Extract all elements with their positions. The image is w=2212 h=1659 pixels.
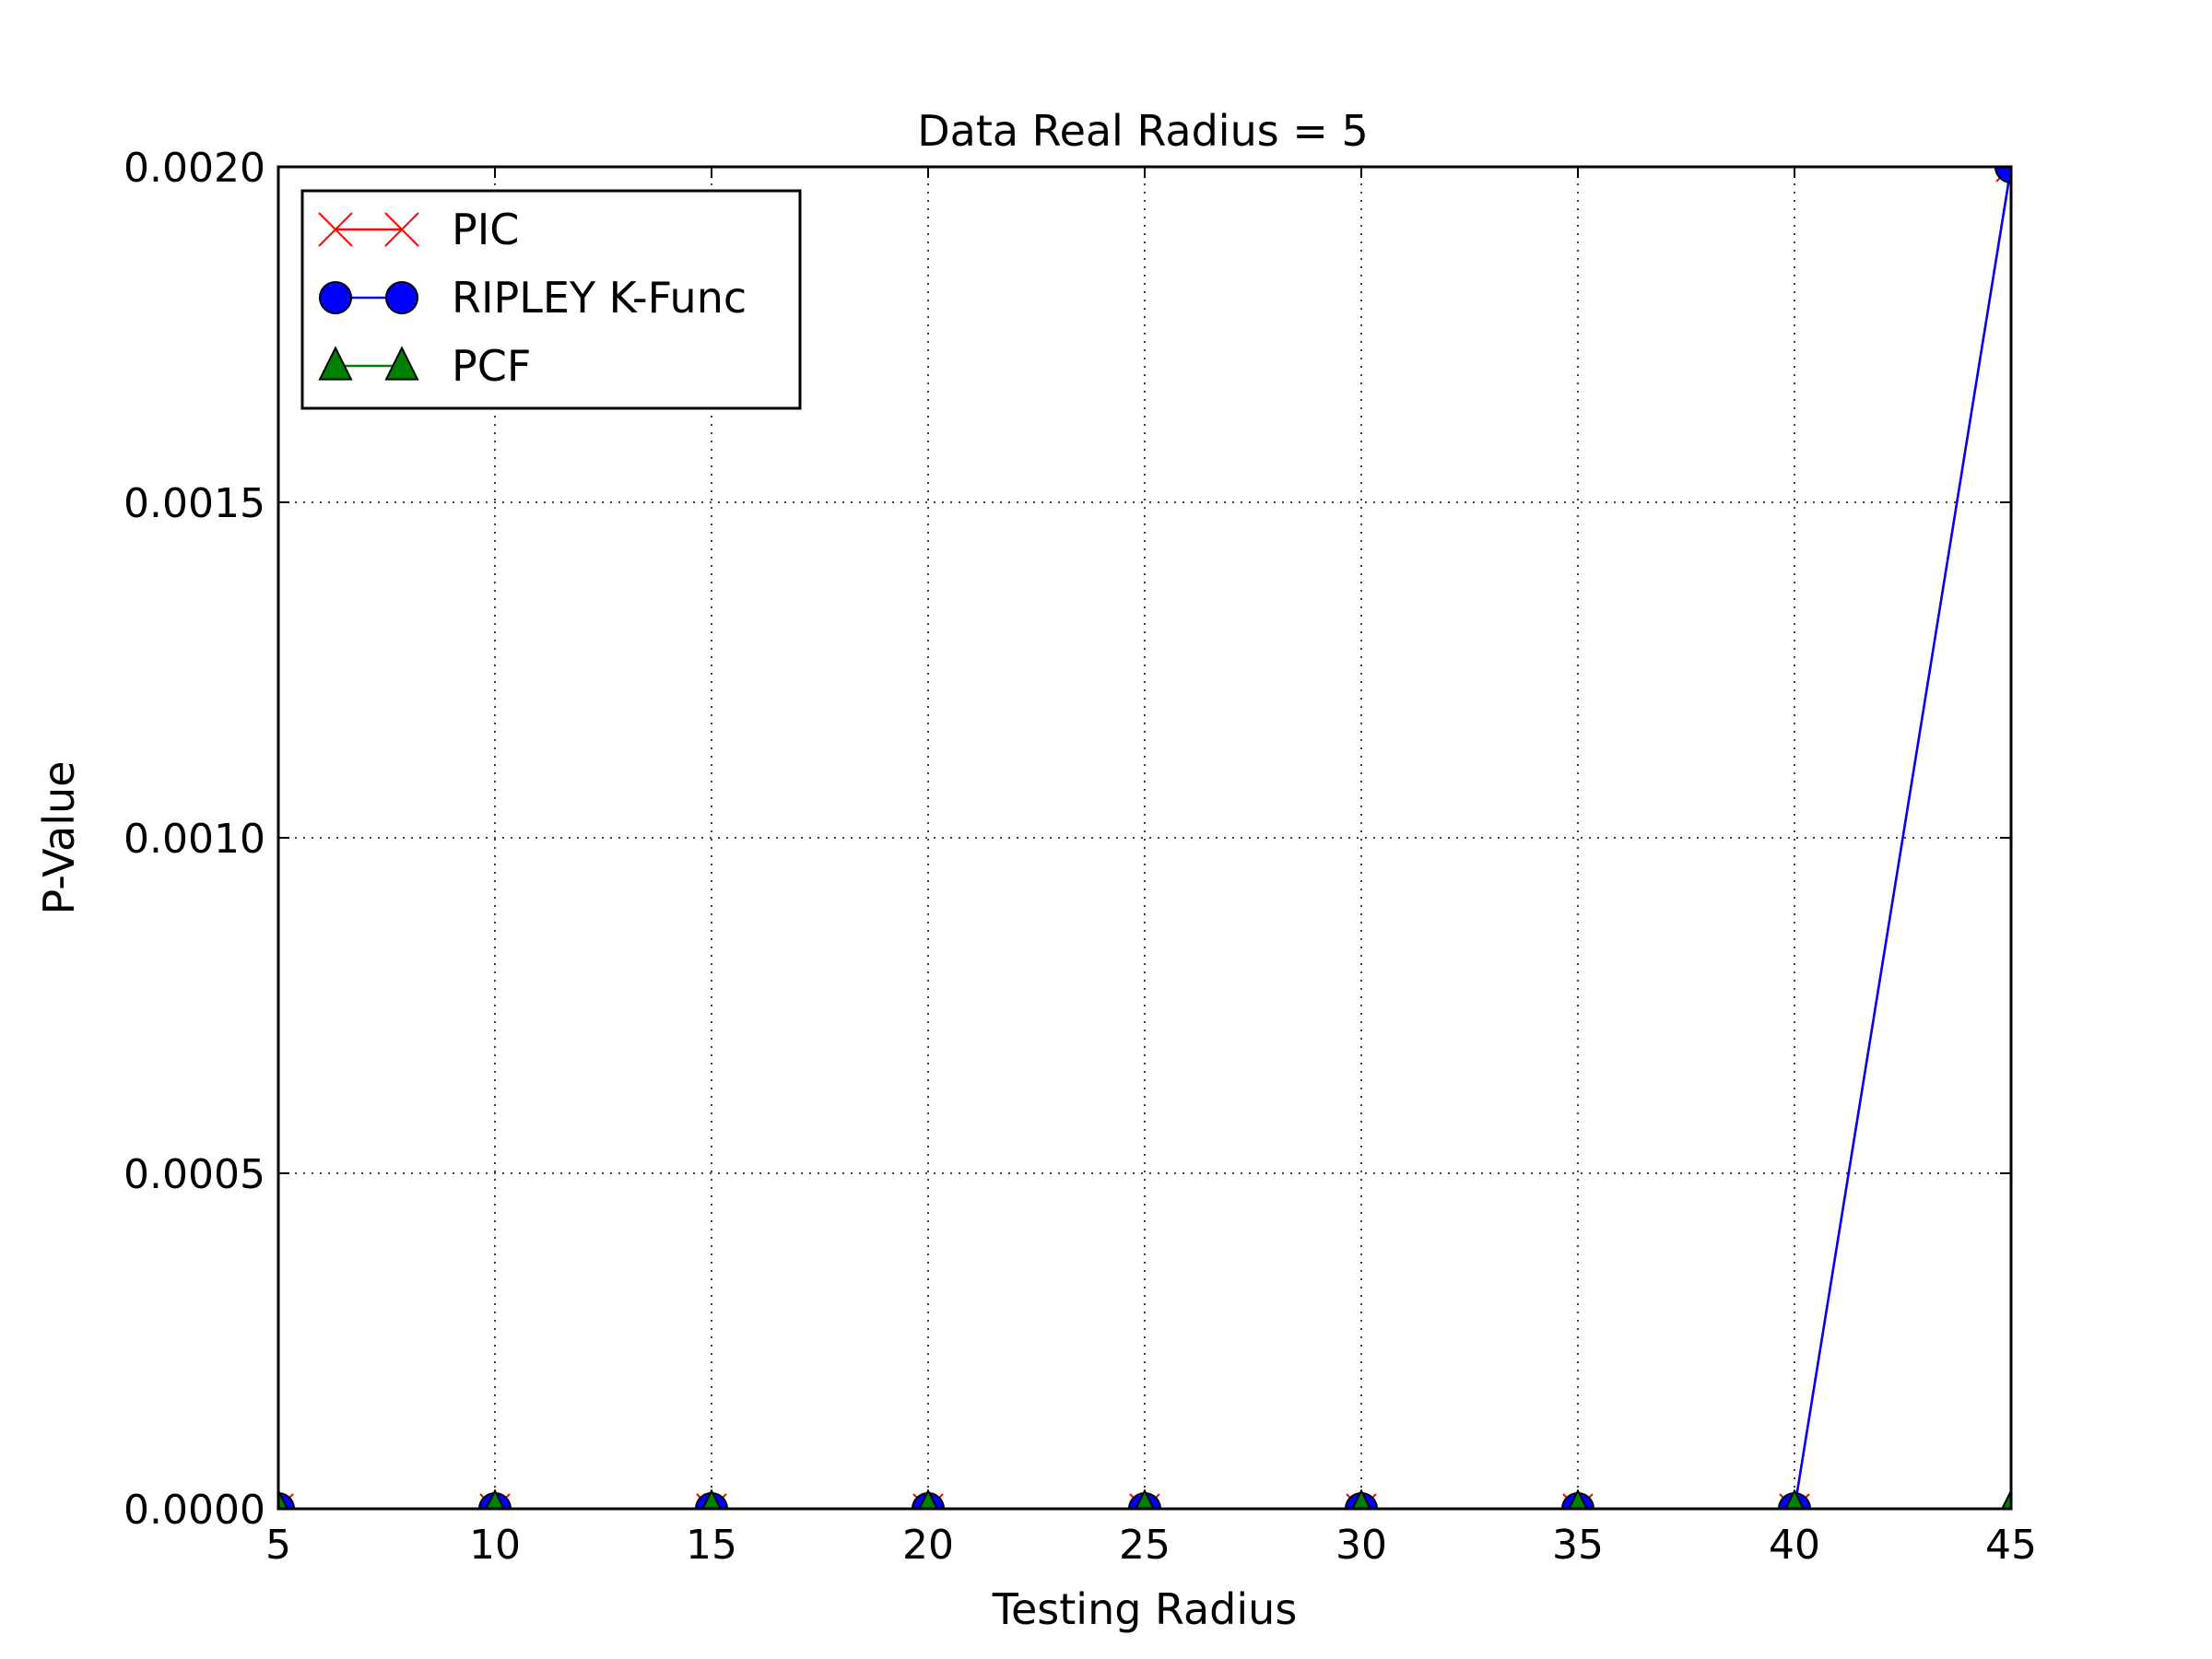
legend-label: PCF	[452, 341, 531, 391]
legend-marker	[384, 212, 419, 247]
chart-title: Data Real Radius = 5	[917, 106, 1369, 156]
x-tick-label: 35	[1552, 1522, 1604, 1569]
data-point-pcf	[1568, 1488, 1588, 1509]
plot-area	[278, 167, 2011, 1509]
legend-item-ripley-k-func: RIPLEY K-Func	[319, 273, 747, 323]
x-tick-label: 40	[1769, 1522, 1820, 1569]
legend-label: RIPLEY K-Func	[452, 273, 747, 323]
legend-marker	[318, 212, 353, 247]
data-point-pcf	[1784, 1488, 1805, 1509]
marker-stroke	[384, 212, 419, 247]
y-tick-label: 0.0010	[124, 816, 265, 863]
legend-marker	[384, 346, 419, 381]
legend-box	[300, 189, 802, 410]
x-tick-label: 15	[686, 1522, 737, 1569]
data-point-pcf	[278, 1488, 288, 1509]
data-point-pcf	[2001, 1488, 2011, 1509]
x-tick-label: 30	[1335, 1522, 1387, 1569]
data-point-ripley-k-func	[1994, 167, 2011, 183]
data-point-pcf	[485, 1488, 505, 1509]
data-point-pcf	[1351, 1488, 1371, 1509]
legend-item-pcf: PCF	[318, 341, 531, 391]
x-tick-label: 10	[469, 1522, 521, 1569]
axis-ticks: 5 10 15 20 25 30 35 40 45 0.0000 0.0005 0.0010 0.001…	[124, 145, 2037, 1569]
y-tick-label: 0.0005	[124, 1151, 265, 1198]
axes-frame	[276, 165, 2013, 1511]
legend-marker	[319, 281, 352, 314]
y-tick-label: 0.0015	[124, 480, 265, 527]
grid	[278, 167, 2011, 1509]
x-tick-label: 5	[265, 1522, 291, 1569]
legend-marker	[318, 346, 353, 381]
x-tick-label: 25	[1119, 1522, 1171, 1569]
data-point-pcf	[1135, 1488, 1155, 1509]
legend-marker	[385, 281, 418, 314]
y-tick-label: 0.0020	[124, 145, 265, 192]
data-point-pcf	[701, 1488, 722, 1509]
x-tick-label: 20	[902, 1522, 954, 1569]
x-axis-label: Testing Radius	[992, 1584, 1298, 1634]
legend-item-pic: PIC	[318, 205, 519, 254]
marker-stroke	[318, 212, 353, 247]
legend-label: PIC	[452, 205, 519, 254]
y-tick-label: 0.0000	[124, 1487, 265, 1534]
y-axis-label: P-Value	[34, 761, 84, 915]
legend: PIC RIPLEY K-Func PCF	[300, 189, 802, 410]
x-tick-label: 45	[1985, 1522, 2037, 1569]
data-point-pcf	[918, 1488, 938, 1509]
